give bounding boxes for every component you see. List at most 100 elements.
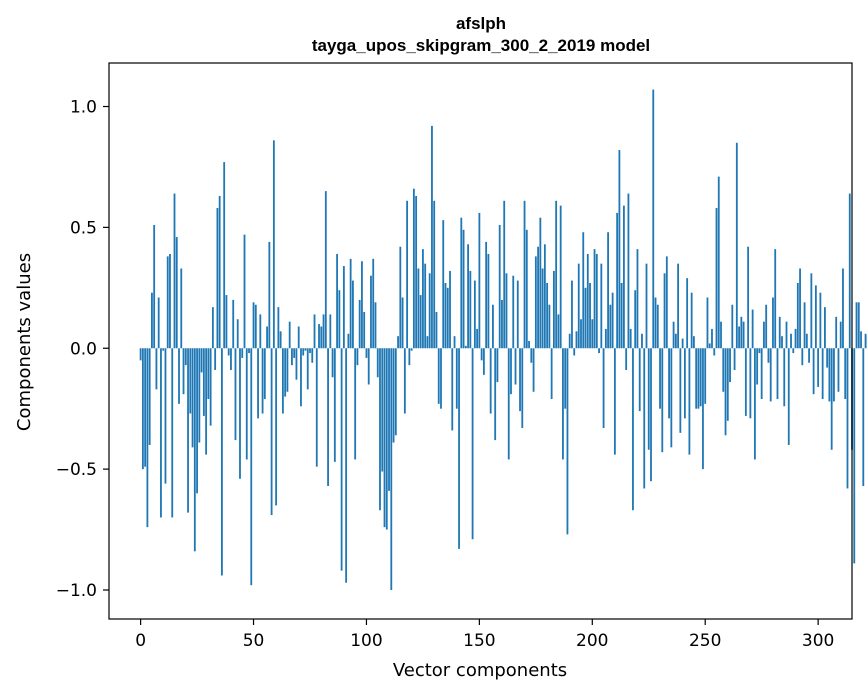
bar — [458, 348, 460, 549]
bar — [702, 348, 704, 470]
bar — [259, 314, 262, 349]
bar — [279, 331, 282, 349]
bar — [607, 232, 609, 349]
bar — [492, 304, 494, 349]
bar — [340, 348, 343, 571]
plot-frame — [108, 62, 853, 620]
bar — [160, 348, 162, 518]
y-tick-label: 1.0 — [70, 98, 97, 118]
bar — [677, 263, 680, 349]
bar — [473, 280, 476, 349]
bar — [388, 348, 390, 491]
bar — [311, 348, 314, 363]
bar — [514, 348, 517, 385]
x-axis-label: Vector components — [393, 660, 567, 681]
bar — [758, 348, 761, 354]
x-tick-label: 250 — [689, 631, 721, 651]
bar — [320, 326, 323, 349]
bar — [763, 321, 765, 349]
bar — [573, 348, 576, 356]
bar — [864, 333, 867, 349]
bar — [211, 307, 214, 349]
bar — [826, 348, 829, 368]
bar — [302, 348, 305, 356]
bar — [356, 348, 359, 366]
bar — [688, 348, 691, 455]
bar — [338, 290, 341, 349]
bar — [169, 253, 171, 349]
bar — [268, 241, 271, 349]
y-tick-label: 0.5 — [70, 218, 97, 238]
bar — [731, 304, 734, 349]
y-tick-label: −0.5 — [56, 460, 97, 480]
bar — [756, 348, 759, 385]
bar — [552, 270, 555, 349]
bar — [654, 297, 657, 349]
bar — [661, 348, 664, 453]
bar — [591, 319, 594, 349]
bar — [243, 234, 246, 349]
bar — [636, 249, 639, 349]
bar — [281, 348, 284, 414]
bar — [846, 348, 849, 489]
bar — [449, 270, 451, 349]
bar — [805, 333, 808, 349]
bar — [277, 307, 280, 349]
bar — [632, 348, 634, 511]
bar — [370, 275, 372, 349]
bar — [602, 348, 605, 429]
bar — [397, 336, 399, 349]
bar — [595, 253, 598, 349]
bar — [394, 348, 397, 436]
bar — [304, 348, 307, 351]
bars-group — [139, 89, 867, 590]
bar — [297, 326, 300, 349]
bar — [830, 348, 833, 450]
bar — [313, 314, 316, 349]
bar — [582, 232, 585, 349]
bar — [151, 292, 153, 349]
bar — [331, 348, 334, 378]
bar — [367, 348, 370, 385]
bar — [166, 256, 169, 349]
bar — [744, 348, 747, 416]
bar — [600, 263, 603, 349]
bar — [288, 321, 291, 349]
bar — [546, 282, 549, 349]
bar — [790, 333, 792, 349]
bar — [604, 328, 607, 349]
bar — [681, 338, 684, 349]
bar — [482, 348, 485, 375]
chart-title: afslph — [456, 14, 506, 33]
bar — [444, 282, 447, 349]
bar — [634, 290, 637, 349]
bar — [580, 319, 582, 349]
bar — [214, 348, 217, 371]
bar — [525, 229, 528, 349]
bar — [464, 345, 467, 349]
bar — [620, 282, 623, 349]
bar — [462, 229, 465, 349]
bar — [187, 348, 189, 513]
bar — [767, 348, 770, 363]
bar — [562, 348, 564, 460]
bar — [571, 280, 573, 349]
bar — [202, 348, 205, 416]
bar — [521, 348, 524, 429]
bar — [559, 205, 562, 349]
bar — [753, 348, 756, 460]
bar — [794, 328, 797, 349]
bar — [336, 253, 338, 349]
bar — [494, 348, 497, 441]
bar — [751, 309, 754, 349]
bar — [467, 244, 469, 349]
bar — [216, 208, 219, 349]
bar — [613, 348, 616, 455]
bar — [516, 280, 519, 349]
bar — [541, 268, 544, 349]
bar — [679, 348, 682, 433]
bar — [555, 200, 558, 349]
bar — [284, 348, 287, 397]
bar — [814, 285, 817, 349]
bar — [248, 348, 250, 354]
